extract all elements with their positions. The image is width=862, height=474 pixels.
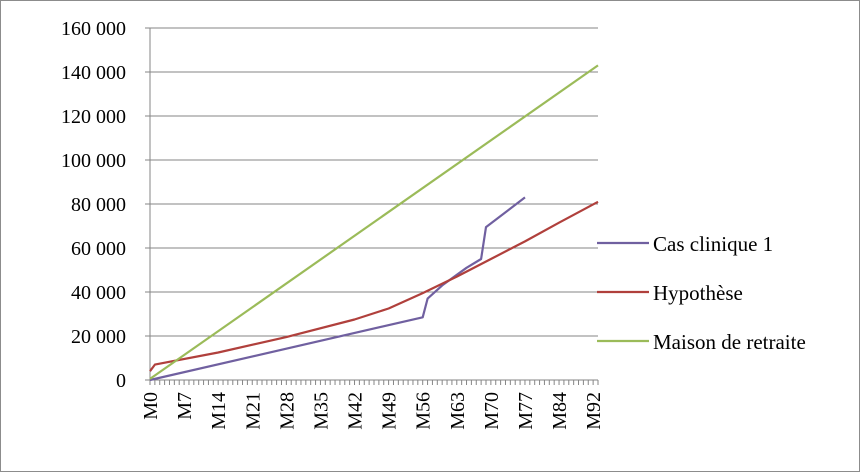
x-tick-label: M7 [174, 392, 196, 420]
x-tick-label: M21 [242, 392, 264, 430]
x-tick-label: M84 [549, 392, 571, 430]
y-tick-label: 60 000 [71, 238, 126, 260]
y-axis: 0 20 000 40 000 60 000 80 000 100 000 120 000 1… [61, 18, 151, 392]
y-tick-label: 140 000 [61, 62, 126, 84]
x-tick-label: M42 [345, 392, 367, 430]
y-tick-label: 160 000 [61, 18, 126, 40]
x-tick-label: M14 [208, 392, 230, 430]
series-lines [149, 64, 599, 382]
series-line-3 [149, 64, 599, 380]
y-tick-label: 80 000 [71, 194, 126, 216]
x-tick-label: M63 [447, 392, 469, 430]
x-tick-label: M0 [140, 392, 162, 420]
y-tick-label: 20 000 [71, 326, 126, 348]
legend: Cas clinique 1 Hypothèse Maison de retrait… [597, 232, 806, 354]
x-tick-label: M49 [379, 392, 401, 430]
y-tick-label: 0 [116, 370, 126, 392]
legend-label: Maison de retraite [653, 330, 806, 354]
x-tick-label: M77 [515, 392, 537, 430]
gridlines [150, 27, 598, 381]
x-tick-label: M56 [413, 392, 435, 430]
series-line-2 [149, 200, 599, 372]
y-tick-label: 120 000 [61, 106, 126, 128]
y-tick-label: 40 000 [71, 282, 126, 304]
x-tick-label: M70 [481, 392, 503, 430]
x-tick-label: M35 [310, 392, 332, 430]
x-tick-label: M28 [276, 392, 298, 430]
legend-label: Hypothèse [653, 281, 743, 305]
y-tick-label: 100 000 [61, 150, 126, 172]
x-tick-label: M92 [583, 392, 605, 430]
legend-label: Cas clinique 1 [653, 232, 773, 256]
series-line-1 [149, 196, 526, 382]
x-axis: M0 M7 M14 M21 M28 M35 M42 M49 M56 M63 M70 M77 M84 M92 [140, 379, 605, 430]
